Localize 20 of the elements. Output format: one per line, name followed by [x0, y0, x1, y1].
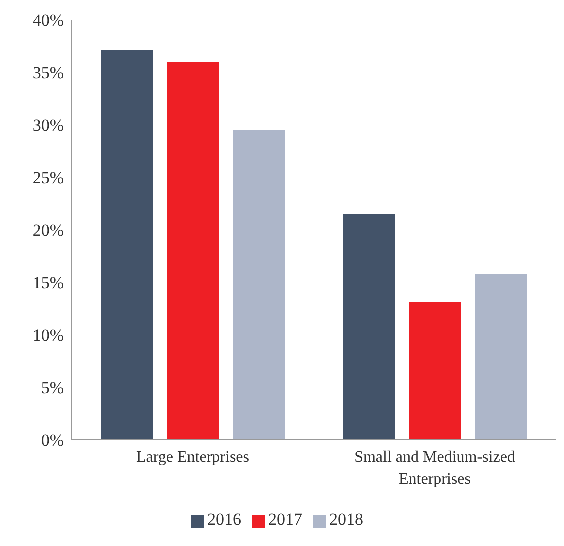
y-tick-label: 0%	[41, 431, 64, 450]
y-tick-label: 20%	[32, 221, 64, 240]
bar	[167, 62, 220, 440]
y-tick-label: 40%	[32, 11, 64, 30]
legend-label: 2018	[330, 510, 364, 529]
legend-label: 2016	[208, 510, 242, 529]
y-tick-label: 15%	[32, 274, 64, 293]
bar	[475, 274, 528, 440]
y-tick-label: 30%	[32, 116, 64, 136]
x-tick-label: Large Enterprises	[136, 449, 250, 466]
x-tick-label: Small and Medium-sized Enterprises	[354, 449, 516, 488]
y-tick-label: 35%	[32, 64, 64, 83]
y-tick-label: 10%	[32, 326, 64, 346]
bar	[409, 302, 462, 440]
y-tick-label: 5%	[41, 378, 64, 398]
bar	[233, 130, 286, 440]
bar	[343, 214, 396, 440]
legend-label: 2017	[268, 510, 302, 529]
bar	[101, 50, 154, 440]
y-tick-label: 25%	[32, 168, 64, 188]
